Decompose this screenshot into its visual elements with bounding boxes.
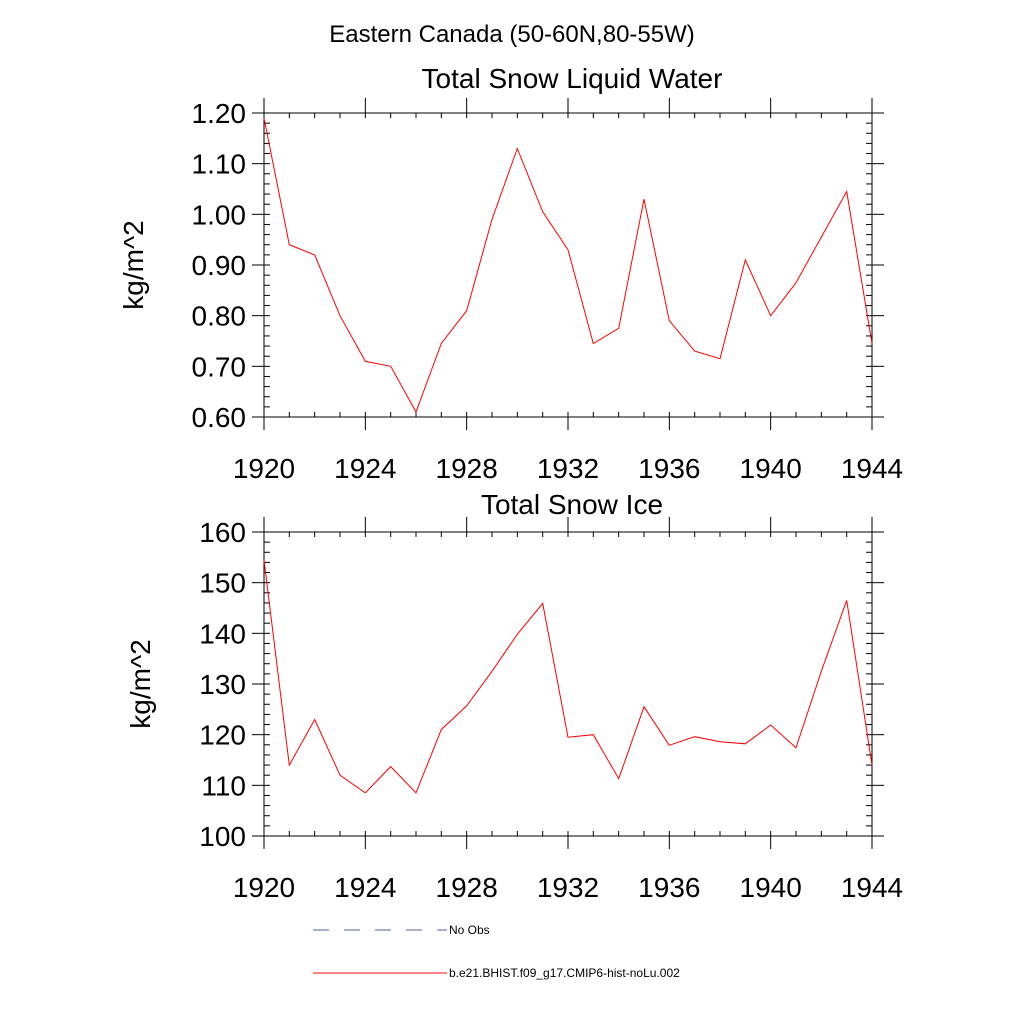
y-tick-label: 150 xyxy=(199,568,246,599)
y-tick-label: 0.90 xyxy=(192,250,247,281)
y-tick-label: 120 xyxy=(199,720,246,751)
y-tick-label: 1.10 xyxy=(192,149,247,180)
y-tick-label: 0.70 xyxy=(192,351,247,382)
plot-frame xyxy=(263,531,873,837)
x-tick-label: 1932 xyxy=(537,453,599,484)
x-tick-label: 1920 xyxy=(233,872,295,903)
x-tick-label: 1936 xyxy=(638,453,700,484)
y-tick-label: 130 xyxy=(199,669,246,700)
y-tick-label: 1.20 xyxy=(192,98,247,129)
legend: No Obs b.e21.BHIST.f09_g17.CMIP6-hist-no… xyxy=(313,923,680,980)
x-tick-label: 1920 xyxy=(233,453,295,484)
x-tick-label: 1924 xyxy=(334,872,396,903)
panel-title: Total Snow Liquid Water xyxy=(422,63,723,94)
y-tick-label: 160 xyxy=(199,517,246,548)
y-axis-label: kg/m^2 xyxy=(125,639,156,728)
x-tick-label: 1928 xyxy=(436,872,498,903)
y-tick-label: 140 xyxy=(199,618,246,649)
chart-panel-snow-ice: 100 110 120 130 140 150 160 1920 1924 1928 1932 193… xyxy=(125,489,903,903)
x-tick-label: 1936 xyxy=(638,872,700,903)
x-tick-label: 1940 xyxy=(740,872,802,903)
x-tick-label: 1932 xyxy=(537,872,599,903)
panel-title: Total Snow Ice xyxy=(481,489,663,520)
series-line xyxy=(263,559,873,794)
x-tick-label: 1944 xyxy=(841,453,903,484)
y-tick-label: 0.60 xyxy=(192,402,247,433)
x-tick-label: 1924 xyxy=(334,453,396,484)
legend-no-obs-label: No Obs xyxy=(449,923,490,937)
chart-panel-snow-liquid-water: 0.60 0.70 0.80 0.90 1.00 1.10 1.20 1920 1924 1928… xyxy=(118,63,903,484)
y-tick-label: 100 xyxy=(199,821,246,852)
x-tick-label: 1928 xyxy=(436,453,498,484)
y-tick-label: 1.00 xyxy=(192,199,247,230)
y-tick-label: 0.80 xyxy=(192,301,247,332)
x-tick-label: 1944 xyxy=(841,872,903,903)
y-tick-label: 110 xyxy=(201,770,246,801)
x-tick-label: 1940 xyxy=(740,453,802,484)
figure-title: Eastern Canada (50-60N,80-55W) xyxy=(329,21,695,48)
y-axis-label: kg/m^2 xyxy=(118,220,149,309)
legend-model-label: b.e21.BHIST.f09_g17.CMIP6-hist-noLu.002 xyxy=(449,966,680,980)
plot-frame xyxy=(263,112,873,418)
series-line xyxy=(263,118,873,414)
